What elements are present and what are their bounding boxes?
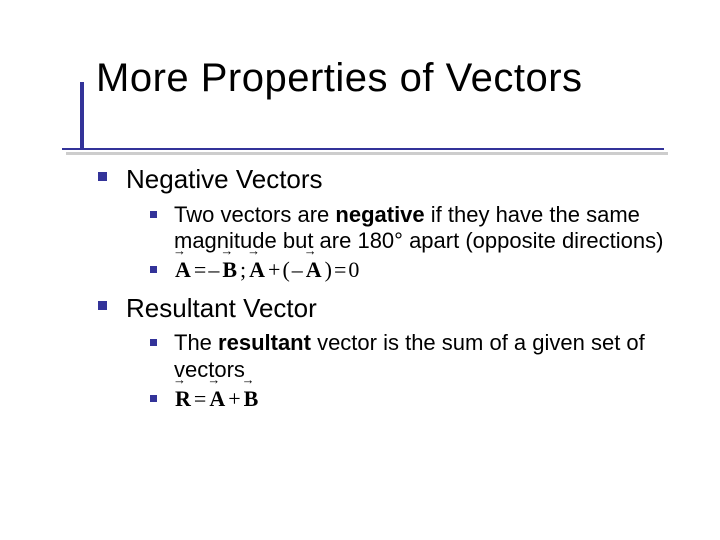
square-bullet-icon [150,330,174,384]
equation: R = A + B [174,386,259,413]
slide: More Properties of Vectors Negative Vect… [0,0,720,540]
square-bullet-icon [150,386,174,413]
square-bullet-icon [98,292,126,325]
section-heading: Resultant Vector [126,292,317,325]
list-item: R = A + B [150,386,680,413]
slide-body: Negative Vectors Two vectors are negativ… [98,163,680,413]
square-bullet-icon [98,163,126,196]
title-underline [62,148,664,150]
square-bullet-icon [150,257,174,284]
equation: A = –B; A + (–A) = 0 [174,257,359,284]
section-heading: Negative Vectors [126,163,323,196]
accent-vertical-bar [80,82,84,148]
slide-title: More Properties of Vectors [96,56,680,101]
list-item: Negative Vectors [98,163,680,196]
square-bullet-icon [150,202,174,256]
list-item: Resultant Vector [98,292,680,325]
list-item: A = –B; A + (–A) = 0 [150,257,680,284]
list-item: The resultant vector is the sum of a giv… [150,330,680,384]
title-underline-shadow [66,152,668,155]
